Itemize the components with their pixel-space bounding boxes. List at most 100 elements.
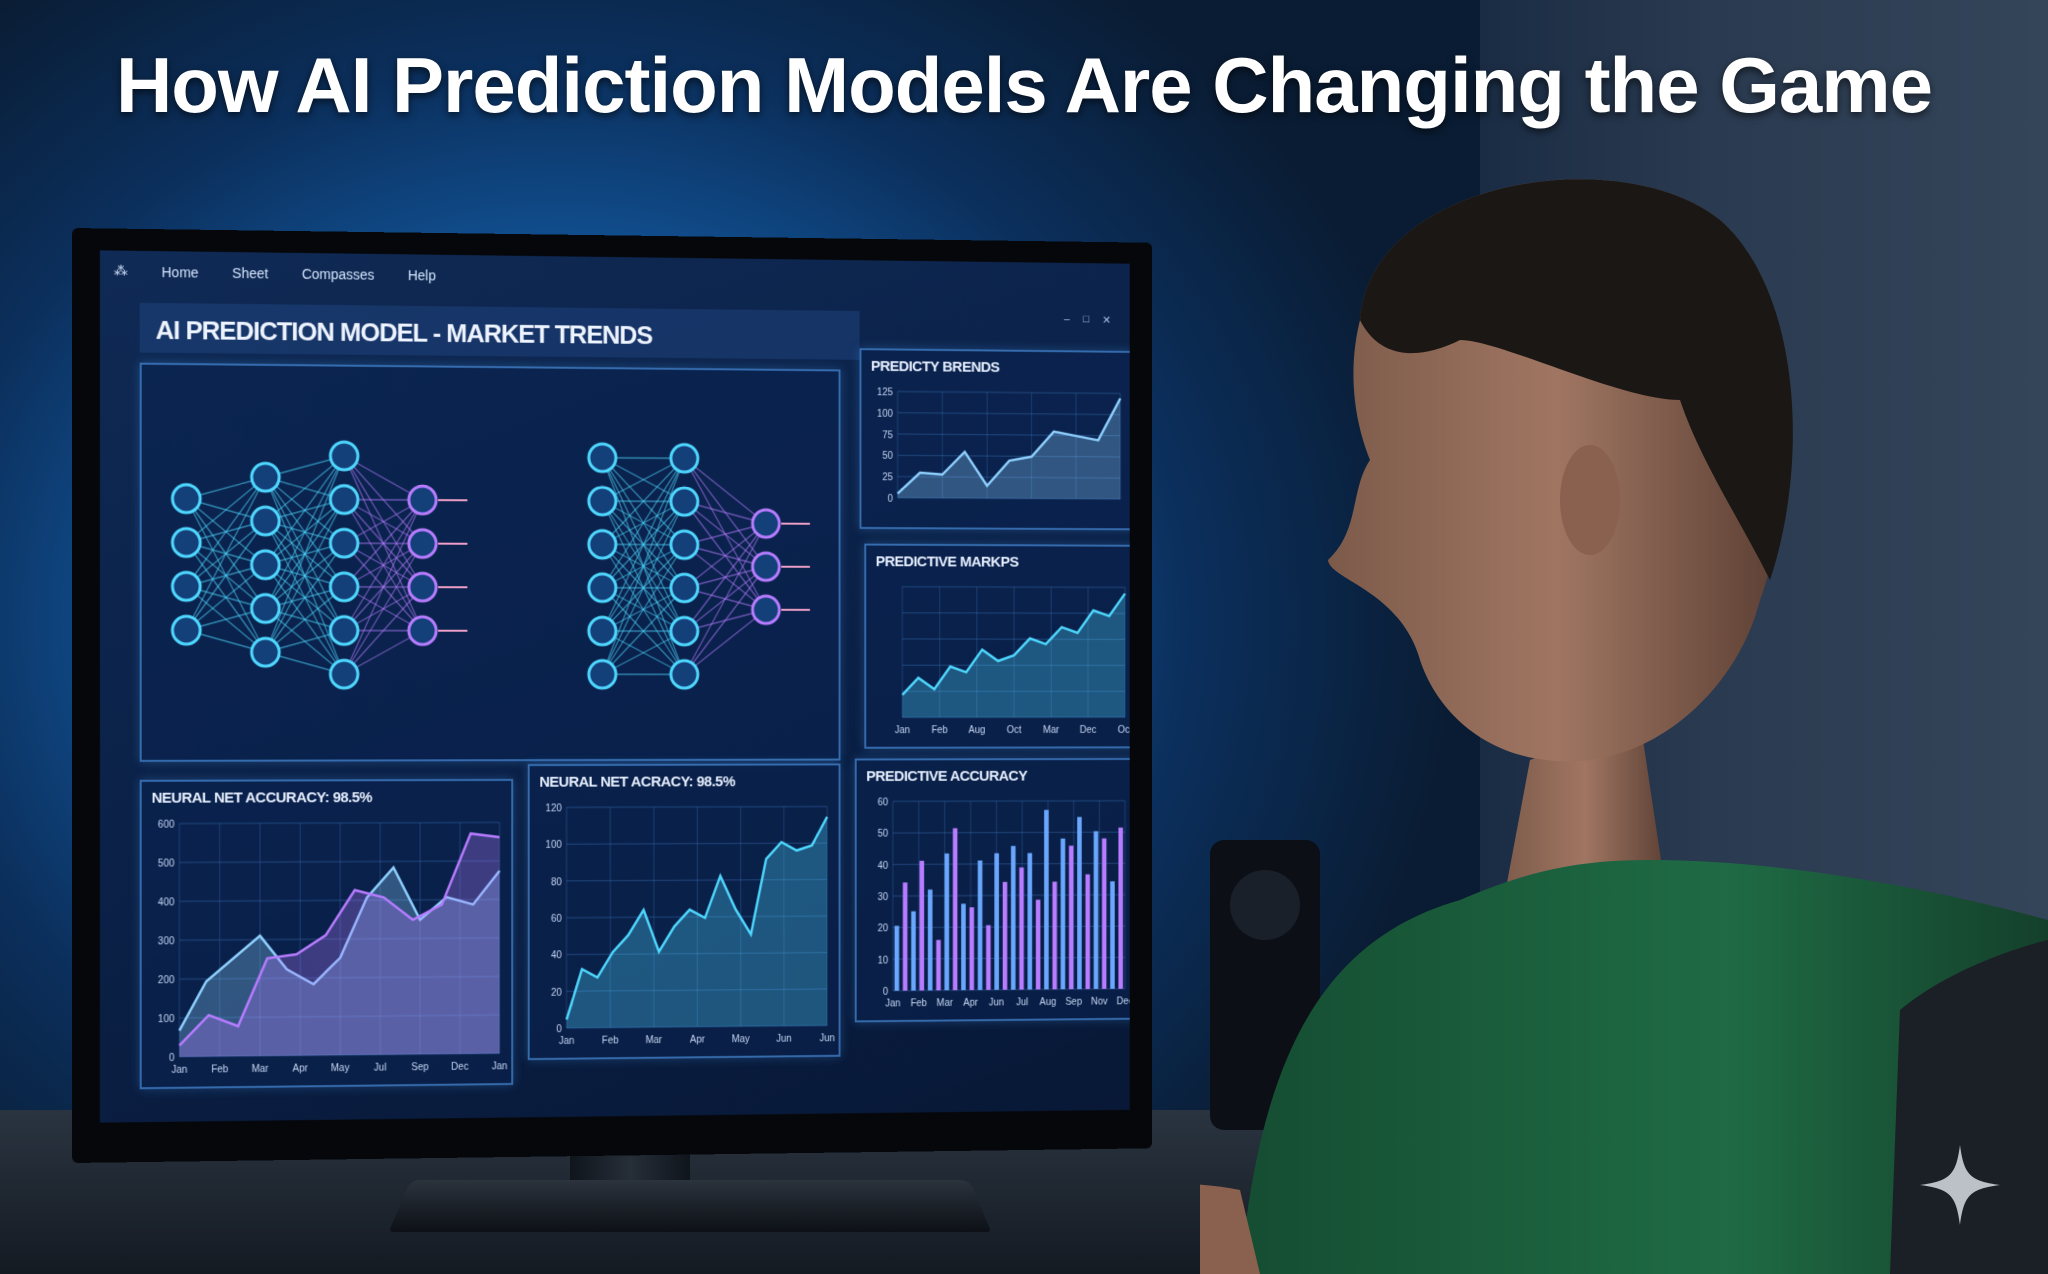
gridline (567, 843, 828, 844)
dashboard-title: AI PREDICTION MODEL - MARKET TRENDS (155, 314, 653, 350)
network-node (671, 488, 698, 516)
network-node (330, 442, 357, 470)
area-fill (566, 816, 828, 1029)
x-tick-label: Aug (1040, 997, 1057, 1008)
bar (1077, 816, 1082, 990)
x-tick-label: Apr (690, 1035, 706, 1046)
network-node (330, 660, 357, 688)
bar (969, 907, 975, 991)
app-logo-icon: ⁂ (113, 262, 128, 279)
bar (952, 828, 958, 991)
x-tick-label: Aug (968, 725, 985, 736)
x-tick-label: Jun (776, 1034, 791, 1045)
y-tick-label: 300 (158, 936, 175, 947)
x-tick-label: Apr (293, 1063, 309, 1074)
network-node (671, 444, 698, 472)
bar (1093, 831, 1099, 989)
network-node (671, 617, 698, 645)
bar (1010, 845, 1016, 990)
y-tick-label: 0 (883, 987, 889, 998)
close-icon[interactable]: ✕ (1102, 314, 1111, 327)
gridline (893, 863, 1125, 864)
y-tick-label: 25 (882, 473, 893, 484)
network-node (589, 617, 616, 645)
y-tick-label: 0 (169, 1053, 175, 1064)
chart: Jan Feb Aug Oct Mar Dec Oct (895, 546, 1130, 736)
chart-panel-predicty-brends: PREDICTY BRENDS 0 25 50 75 100 125 (859, 348, 1130, 531)
bar (961, 903, 966, 991)
bar (902, 882, 908, 991)
y-tick-label: 75 (882, 430, 893, 441)
y-tick-label: 100 (877, 409, 893, 420)
gridline (898, 434, 1121, 436)
y-tick-label: 40 (878, 861, 889, 872)
network-node (753, 510, 780, 538)
area-fill (902, 592, 1126, 718)
y-tick-label: 200 (158, 975, 175, 986)
bar (1068, 845, 1074, 990)
chart-panel-neural-net-accuracy: NEURAL NET ACCURACY: 98.5% 0 100 200 300 400 5… (139, 778, 514, 1090)
network-node (671, 661, 698, 689)
network-node (172, 572, 200, 600)
bar (994, 853, 999, 990)
x-tick-label: May (732, 1034, 750, 1045)
y-tick-label: 50 (882, 451, 893, 462)
maximize-icon[interactable]: □ (1082, 313, 1090, 326)
network-node (172, 528, 200, 556)
network-node (671, 531, 698, 559)
y-tick-label: 40 (551, 951, 562, 962)
dashboard-header: AI PREDICTION MODEL - MARKET TRENDS (139, 302, 860, 360)
network-node (753, 553, 780, 581)
network-node (252, 595, 280, 623)
headline: How AI Prediction Models Are Changing th… (115, 41, 1933, 129)
x-tick-label: Dec (451, 1062, 468, 1073)
network-node (671, 574, 698, 602)
x-tick-label: Sep (1065, 997, 1082, 1008)
gridline (893, 832, 1125, 833)
x-tick-label: Oct (1118, 725, 1130, 736)
network-node (589, 531, 616, 559)
sparkle-logo-icon (1920, 1145, 2000, 1225)
x-tick-label: May (331, 1063, 350, 1074)
chart: 0 100 200 300 400 500 600 Jan Feb Mar Apr May Jul Sep… (158, 820, 507, 1076)
x-tick-label: Jul (1016, 997, 1028, 1008)
y-tick-label: 400 (158, 897, 175, 908)
x-tick-label: Jan (171, 1065, 187, 1076)
network-edge (684, 458, 766, 523)
chart: 0 10 20 30 40 50 60 Jan Feb Mar Apr Jun Jul Aug Sep Nov… (878, 798, 1130, 1010)
y-tick-label: 120 (546, 803, 563, 814)
gridline (893, 957, 1125, 959)
x-tick-label: Feb (911, 998, 928, 1009)
x-tick-label: Mar (646, 1035, 663, 1046)
network-node (252, 551, 280, 579)
network-node (409, 486, 436, 514)
bar (1110, 881, 1115, 989)
menu-help[interactable]: Help (407, 266, 436, 283)
y-tick-label: 30 (878, 892, 889, 903)
gridline (567, 807, 828, 808)
network-node (252, 638, 280, 666)
menu-sheet[interactable]: Sheet (232, 264, 269, 281)
x-tick-label: Jan (559, 1036, 575, 1047)
y-tick-label: 50 (878, 829, 889, 840)
bar (1027, 853, 1033, 990)
y-tick-label: 0 (888, 494, 894, 505)
x-tick-label: Mar (1043, 725, 1060, 736)
menu-home[interactable]: Home (161, 263, 199, 281)
minimize-icon[interactable]: – (1063, 313, 1070, 326)
x-tick-label: Mar (937, 998, 954, 1009)
bar (919, 860, 925, 991)
x-tick-label: Jun (819, 1033, 834, 1044)
network-node (589, 574, 616, 602)
x-tick-label: Jan (885, 998, 900, 1009)
network-node (409, 573, 436, 601)
bar (1118, 827, 1123, 989)
network-node (589, 444, 616, 472)
gridline (893, 801, 1125, 802)
area-fill (179, 866, 500, 1057)
menu-compasses[interactable]: Compasses (301, 265, 375, 283)
bar (944, 853, 950, 991)
bar (894, 925, 900, 991)
network-node (252, 463, 280, 491)
network-edge (684, 610, 766, 675)
